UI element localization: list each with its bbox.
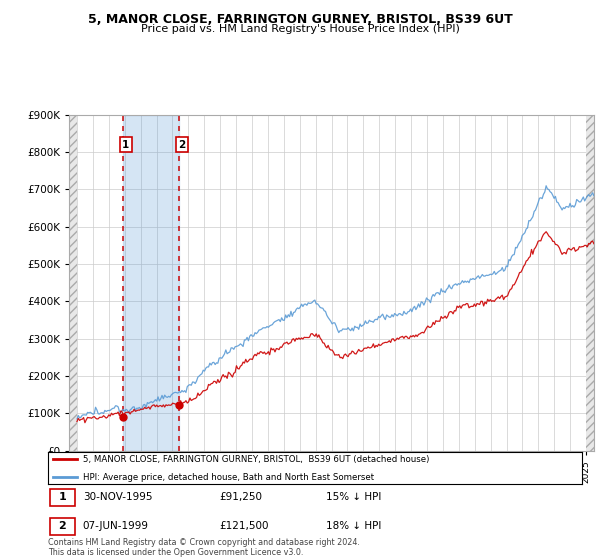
Text: 07-JUN-1999: 07-JUN-1999 — [83, 521, 149, 531]
Text: 30-NOV-1995: 30-NOV-1995 — [83, 492, 152, 502]
Text: HPI: Average price, detached house, Bath and North East Somerset: HPI: Average price, detached house, Bath… — [83, 473, 374, 482]
Text: Price paid vs. HM Land Registry's House Price Index (HPI): Price paid vs. HM Land Registry's House … — [140, 24, 460, 34]
FancyBboxPatch shape — [50, 489, 75, 506]
Text: 1: 1 — [59, 492, 66, 502]
Text: £91,250: £91,250 — [219, 492, 262, 502]
Text: Contains HM Land Registry data © Crown copyright and database right 2024.
This d: Contains HM Land Registry data © Crown c… — [48, 538, 360, 557]
Bar — [124, 115, 179, 451]
Text: 18% ↓ HPI: 18% ↓ HPI — [326, 521, 381, 531]
Text: 5, MANOR CLOSE, FARRINGTON GURNEY, BRISTOL, BS39 6UT: 5, MANOR CLOSE, FARRINGTON GURNEY, BRIST… — [88, 13, 512, 26]
Text: £121,500: £121,500 — [219, 521, 268, 531]
Text: 5, MANOR CLOSE, FARRINGTON GURNEY, BRISTOL,  BS39 6UT (detached house): 5, MANOR CLOSE, FARRINGTON GURNEY, BRIST… — [83, 455, 429, 464]
Text: 2: 2 — [59, 521, 66, 531]
FancyBboxPatch shape — [50, 517, 75, 535]
Text: 2: 2 — [178, 139, 185, 150]
Text: 15% ↓ HPI: 15% ↓ HPI — [326, 492, 381, 502]
Text: 1: 1 — [122, 139, 130, 150]
